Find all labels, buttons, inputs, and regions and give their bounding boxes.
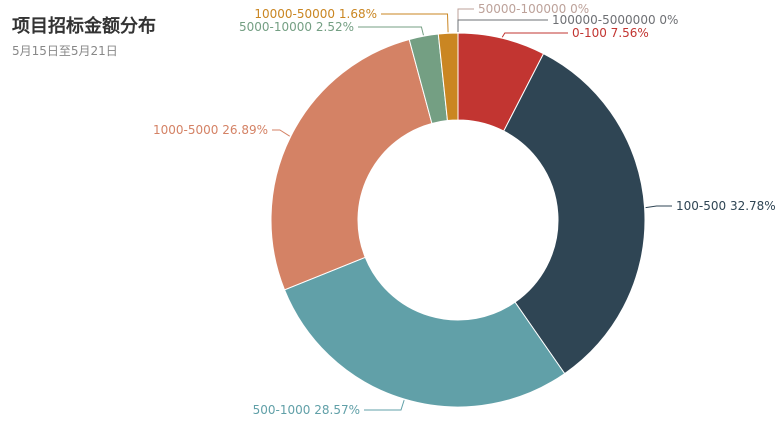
slice-label-1000-5000: 1000-5000 26.89% [153,123,268,137]
label-group: 0-100 7.56% 100-500 32.78% 500-1000 28.57%… [153,2,776,417]
slice-label-0-100: 0-100 7.56% [572,26,649,40]
slice-label-10000-50000: 10000-50000 1.68% [254,7,377,21]
slice-label-500-1000: 500-1000 28.57% [253,403,360,417]
leader-line-100-500 [645,205,672,209]
slice-100-500[interactable] [503,53,646,375]
slice-label-5000-10000: 5000-10000 2.52% [239,20,354,34]
slice-group [270,32,646,408]
chart-subtitle: 5月15日至5月21日 [12,44,118,58]
slice-label-100000-5000000: 100000-5000000 0% [552,13,678,27]
leader-line-100000-5000000 [457,19,548,32]
leader-line-5000-10000 [358,26,424,36]
leader-line-10000-50000 [381,13,449,33]
chart-title: 项目招标金额分布 [12,16,156,37]
slice-10000-50000[interactable] [437,32,459,122]
slice-label-100-500: 100-500 32.78% [676,199,776,213]
slice-500-1000[interactable] [283,256,566,408]
leader-line-0-100 [501,32,568,38]
slice-1000-5000[interactable] [270,38,433,291]
slice-label-50000-100000: 50000-100000 0% [478,2,589,16]
leader-line-500-1000 [364,399,405,411]
leader-line-1000-5000 [272,129,290,137]
